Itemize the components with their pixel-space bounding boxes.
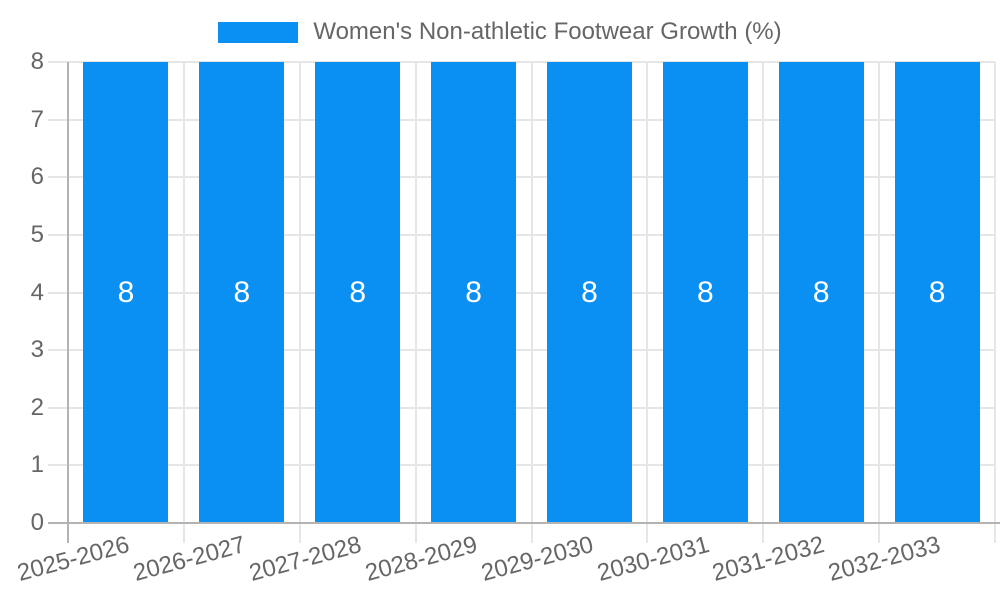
bar-value-label: 8: [581, 275, 598, 309]
x-axis-tick-label: 2030-2031: [593, 531, 712, 587]
y-axis-tick-label: 8: [30, 48, 44, 75]
bar[interactable]: 8: [894, 62, 980, 523]
bar-value-label: 8: [928, 275, 946, 309]
x-axis-tick-label: 2032-2033: [825, 531, 944, 587]
bar[interactable]: 8: [662, 62, 748, 523]
y-gridline: [48, 118, 995, 121]
bar-value-label: 8: [465, 275, 482, 309]
legend-swatch: [218, 21, 299, 43]
legend-item[interactable]: Women's Non-athletic Footwear Growth (%): [218, 18, 782, 46]
legend-series-label: Women's Non-athletic Footwear Growth (%): [313, 18, 782, 45]
x-axis-tick-label: 2031-2032: [709, 531, 828, 587]
x-axis-tick-label: 2026-2027: [130, 531, 249, 587]
bar[interactable]: 8: [546, 62, 632, 523]
bar-value-label: 8: [812, 275, 830, 309]
x-gridline: [530, 62, 533, 543]
y-axis-tick-label: 6: [30, 163, 44, 191]
bar-value-label: 8: [349, 275, 367, 309]
y-gridline: [48, 291, 995, 294]
y-gridline: [48, 176, 995, 179]
bar[interactable]: 8: [199, 62, 285, 523]
bar-value-label: 8: [117, 275, 135, 309]
bar[interactable]: 8: [778, 62, 864, 523]
y-axis-tick-label: 7: [30, 105, 44, 133]
bar[interactable]: 8: [315, 62, 401, 523]
x-gridline: [182, 62, 185, 543]
x-gridline: [298, 62, 301, 543]
y-axis-tick-label: 5: [30, 220, 44, 248]
x-axis-tick-label: 2028-2029: [362, 531, 481, 587]
bar[interactable]: 8: [83, 62, 169, 523]
y-gridline: [48, 233, 995, 236]
bar-value-label: 8: [696, 275, 714, 309]
y-axis-line: [67, 62, 69, 543]
x-gridline: [646, 62, 649, 543]
y-gridline: [48, 349, 995, 352]
y-gridline: [48, 406, 995, 409]
y-gridline: [48, 464, 995, 467]
bar-value-label: 8: [233, 275, 251, 309]
bar[interactable]: 8: [431, 62, 517, 523]
y-axis-tick-label: 1: [30, 451, 44, 479]
y-axis-tick-label: 4: [30, 278, 44, 306]
x-gridline: [414, 62, 417, 543]
y-axis-tick-label: 0: [30, 509, 44, 536]
x-axis-tick-label: 2025-2026: [14, 531, 133, 587]
x-axis-line: [48, 522, 1000, 524]
x-axis-tick-label: 2029-2030: [478, 531, 596, 587]
x-gridline: [878, 62, 881, 543]
x-gridline: [994, 62, 996, 543]
y-gridline: [48, 61, 995, 63]
y-axis-tick-label: 2: [30, 393, 44, 421]
legend: Women's Non-athletic Footwear Growth (%): [0, 18, 1000, 46]
x-gridline: [762, 62, 765, 543]
x-axis-tick-label: 2027-2028: [246, 531, 365, 587]
y-axis-tick-label: 3: [30, 336, 44, 364]
